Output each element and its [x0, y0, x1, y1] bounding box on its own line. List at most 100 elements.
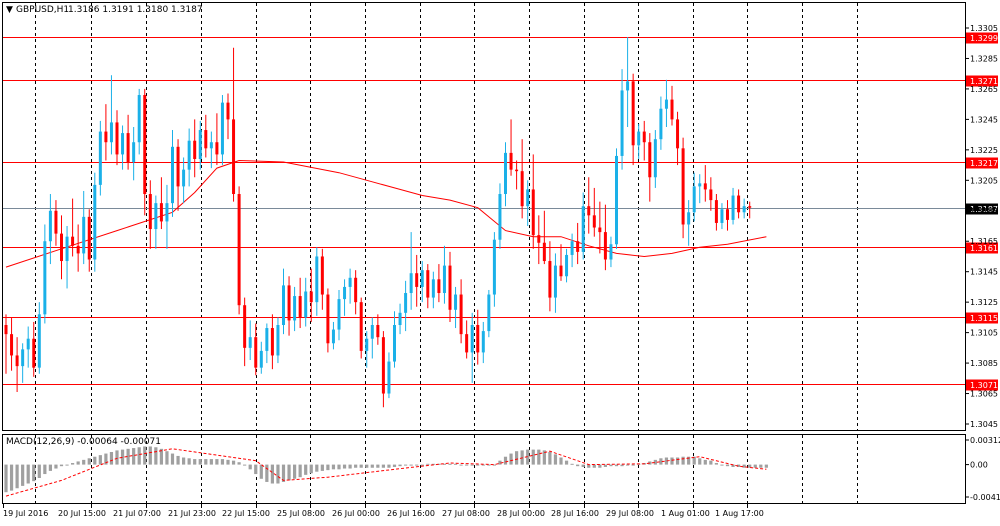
- macd-bar: [442, 463, 447, 465]
- candle-down: [309, 291, 313, 303]
- macd-bar: [248, 464, 252, 470]
- level-tag: [966, 32, 998, 44]
- macd-bar: [115, 450, 119, 465]
- candle-up: [387, 361, 391, 394]
- candle-down: [376, 325, 380, 338]
- price-tick-label: 1.3085: [970, 359, 998, 368]
- candle-down: [270, 328, 274, 356]
- macd-bar: [309, 464, 313, 474]
- candle-up: [609, 244, 613, 260]
- candle-up: [481, 331, 485, 353]
- candle-up: [26, 338, 30, 350]
- chart-symbol: GBPUSD,H1: [16, 5, 69, 15]
- moving-average: [5, 159, 767, 268]
- time-label: 21 Jul 07:00: [113, 509, 161, 518]
- candle-up: [187, 140, 191, 170]
- macd-bar: [132, 448, 136, 465]
- macd-bar: [465, 464, 469, 466]
- time-label: 26 Jul 16:00: [387, 509, 435, 518]
- candle-down: [176, 146, 180, 187]
- macd-bar: [98, 455, 102, 465]
- macd-bar: [537, 449, 541, 465]
- macd-bar: [4, 464, 8, 493]
- current-price-label: 1.3187: [970, 205, 998, 214]
- candle-up: [248, 337, 252, 348]
- macd-bar: [287, 464, 291, 481]
- price-panel-frame: [2, 2, 966, 431]
- candle-down: [71, 236, 75, 246]
- candle-down: [542, 242, 546, 262]
- macd-bar: [653, 459, 657, 465]
- candle-up: [498, 194, 502, 240]
- candle-down: [15, 355, 19, 367]
- candle-up: [581, 206, 585, 252]
- candle-up: [82, 216, 86, 254]
- macd-bar: [631, 464, 635, 466]
- macd-bar: [753, 464, 757, 468]
- candle-down: [359, 302, 363, 351]
- candle-up: [504, 152, 507, 195]
- macd-bar: [526, 449, 530, 465]
- macd-bar: [709, 460, 713, 465]
- candle-up: [431, 279, 435, 298]
- macd-bar: [759, 464, 763, 468]
- price-tick-label: 1.3125: [970, 298, 998, 307]
- candle-down: [509, 152, 513, 170]
- macd-bar: [392, 464, 397, 467]
- macd-bar: [354, 464, 358, 468]
- macd-bar: [159, 448, 163, 465]
- macd-bar: [626, 464, 630, 466]
- macd-bar: [220, 459, 225, 465]
- candle-down: [598, 227, 602, 233]
- candle-up: [48, 210, 52, 242]
- macd-bar: [15, 464, 19, 489]
- macd-bar: [737, 464, 741, 467]
- time-label: 1 Aug 01:00: [661, 509, 710, 518]
- candle-down: [548, 261, 552, 298]
- candle-down: [193, 140, 197, 159]
- macd-bar: [703, 459, 707, 465]
- macd-bar: [265, 464, 269, 482]
- macd-bar: [476, 464, 480, 466]
- menu-triangle-icon[interactable]: ▼: [6, 5, 13, 15]
- candle-down: [676, 119, 680, 149]
- candle-down: [143, 95, 147, 195]
- candle-up: [626, 81, 630, 91]
- macd-bar: [692, 456, 696, 465]
- candle-up: [420, 270, 424, 287]
- macd-bar: [648, 461, 652, 465]
- macd-bar: [698, 458, 702, 465]
- macd-bar: [470, 464, 474, 466]
- macd-bar: [559, 457, 563, 465]
- candle-down: [448, 265, 452, 310]
- macd-bar: [21, 464, 25, 486]
- candle-down: [642, 131, 646, 143]
- candle-up: [165, 203, 169, 222]
- macd-bar: [675, 457, 680, 465]
- macd-bar: [670, 457, 674, 465]
- macd-bar: [592, 464, 596, 468]
- time-axis: 19 Jul 2016 20 Jul 15:00 21 Jul 07:00 21 Ju…: [3, 504, 764, 518]
- macd-bar: [448, 463, 452, 465]
- macd-bar: [82, 459, 86, 465]
- candle-down: [215, 142, 219, 155]
- time-label: 22 Jul 15:00: [222, 509, 270, 518]
- horizontal-levels: 1.3299 1.3271 1.3217 1.3161 1.3115 1.3071 1.31…: [3, 32, 998, 391]
- candle-up: [393, 325, 396, 362]
- macd-bar: [620, 464, 624, 467]
- macd-bar: [315, 464, 319, 472]
- macd-bar: [515, 451, 519, 465]
- macd-bar: [359, 464, 363, 468]
- macd-bar: [720, 464, 724, 466]
- macd-bar: [320, 464, 324, 471]
- price-tick-label: 1.3265: [970, 85, 998, 94]
- candle-down: [631, 81, 635, 146]
- time-label: 29 Jul 08:00: [606, 509, 654, 518]
- candle-up: [442, 265, 446, 294]
- macd-bar: [431, 463, 435, 465]
- candle-down: [681, 148, 685, 225]
- macd-bar: [387, 464, 391, 468]
- price-tick-label: 1.3145: [970, 268, 998, 277]
- macd-bar: [126, 448, 130, 465]
- candle-up: [137, 95, 141, 143]
